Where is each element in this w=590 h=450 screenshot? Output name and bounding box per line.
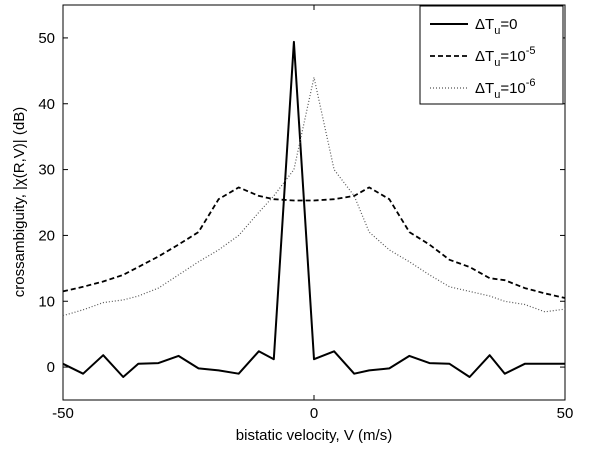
y-tick-label: 20 [38,227,55,244]
legend-box [419,5,564,105]
axes-layer: -50 0 50 0 10 20 30 40 50 [38,5,573,422]
series-line-1 [62,40,565,378]
y-tick-label: 0 [47,359,55,376]
legend-label-3: ΔTu=10-6 [475,77,536,101]
x-tick-label: 0 [310,405,318,422]
y-tick-label: 40 [38,96,55,113]
series-layer [62,40,566,378]
y-tick-label: 30 [38,162,55,179]
y-tick-label: 50 [38,30,55,47]
x-tick-label: -50 [52,405,74,422]
series-line-2 [62,186,566,299]
x-tick-label: 50 [557,405,574,422]
y-tick-label: 10 [38,293,55,310]
y-axis-label: crossambiguity, |χ(R,V)| (dB) [11,107,28,297]
legend-label-2: ΔTu=10-5 [475,45,536,69]
legend: ΔTu=0 ΔTu=10-5 ΔTu=10-6 [419,5,564,105]
legend-label-1: ΔTu=0 [475,16,517,37]
x-axis-label: bistatic velocity, V (m/s) [236,427,392,444]
